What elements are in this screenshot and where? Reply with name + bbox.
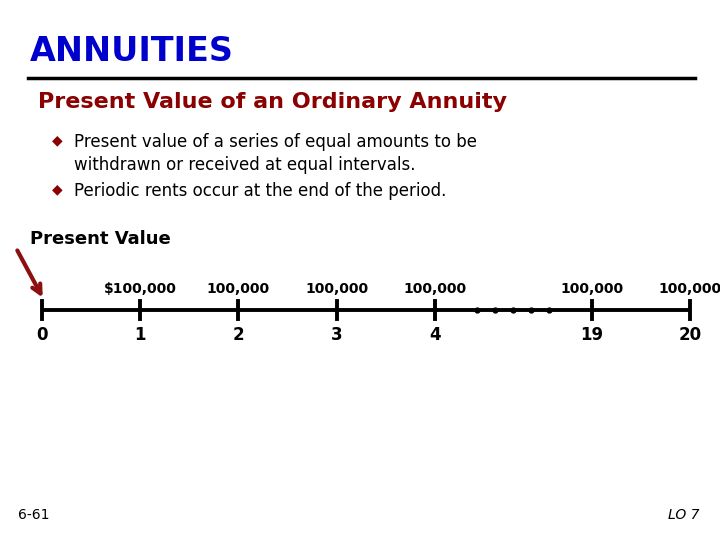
Text: 4: 4 [429,326,441,344]
Text: withdrawn or received at equal intervals.: withdrawn or received at equal intervals… [74,156,415,174]
Text: ◆: ◆ [52,133,63,147]
Text: 100,000: 100,000 [207,282,270,296]
Text: 0: 0 [36,326,48,344]
Text: 6-61: 6-61 [18,508,50,522]
Text: 100,000: 100,000 [560,282,624,296]
Text: 19: 19 [580,326,603,344]
Text: 100,000: 100,000 [305,282,368,296]
Text: 100,000: 100,000 [403,282,467,296]
Text: Present value of a series of equal amounts to be: Present value of a series of equal amoun… [74,133,477,151]
Text: ANNUITIES: ANNUITIES [30,35,234,68]
Text: 3: 3 [330,326,342,344]
Text: Present Value: Present Value [30,230,171,248]
Text: LO 7: LO 7 [668,508,700,522]
Text: Periodic rents occur at the end of the period.: Periodic rents occur at the end of the p… [74,182,446,200]
Text: $100,000: $100,000 [104,282,176,296]
Text: 1: 1 [135,326,146,344]
Text: ◆: ◆ [52,182,63,196]
Text: 2: 2 [233,326,244,344]
Text: 20: 20 [678,326,701,344]
Text: 100,000: 100,000 [658,282,720,296]
Text: Present Value of an Ordinary Annuity: Present Value of an Ordinary Annuity [38,92,507,112]
